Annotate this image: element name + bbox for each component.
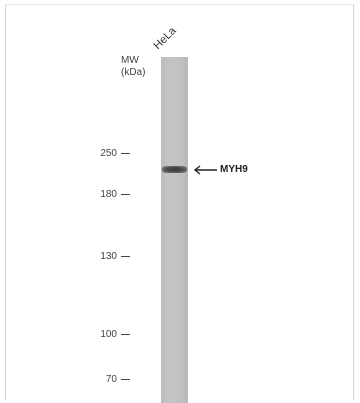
marker-tick [121,153,130,154]
mw-title-line2: (kDa) [121,67,146,78]
image-frame [5,4,354,400]
marker-tick [121,334,130,335]
marker-label: 70 [105,374,117,385]
marker-label: 100 [100,329,117,340]
band-annotation: MYH9 [193,164,248,175]
marker-180: 180 [100,189,130,200]
marker-tick [121,379,130,380]
protein-band [162,166,187,173]
marker-label: 130 [100,251,117,262]
band-label: MYH9 [220,164,248,175]
arrow-left-icon [193,164,217,175]
mw-axis-title: MW (kDa) [121,55,145,79]
mw-title-line1: MW [121,55,139,66]
marker-250: 250 [100,148,130,159]
marker-70: 70 [106,374,130,385]
marker-100: 100 [100,329,130,340]
marker-label: 180 [100,189,117,200]
marker-tick [121,194,130,195]
gel-lane [161,57,188,403]
marker-130: 130 [100,251,130,262]
marker-label: 250 [100,148,117,159]
marker-tick [121,256,130,257]
